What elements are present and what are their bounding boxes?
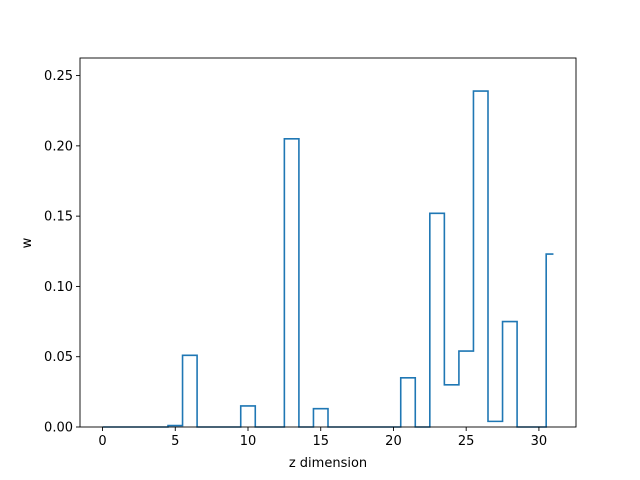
y-tick-label: 0.25 — [44, 69, 73, 84]
x-tick-label: 0 — [98, 434, 106, 449]
y-tick-label: 0.10 — [44, 280, 73, 295]
axes-frame — [79, 57, 577, 428]
x-tick-label: 30 — [531, 434, 548, 449]
x-tick-label: 10 — [240, 434, 257, 449]
axes: 0 5 10 15 20 25 30 0.00 0.05 0.10 0.15 0.20 0.25 — [44, 57, 577, 449]
y-tick-label: 0.15 — [44, 210, 73, 225]
y-tick-label: 0.05 — [44, 350, 73, 365]
x-tick-label: 5 — [171, 434, 179, 449]
x-tick-label: 25 — [458, 434, 475, 449]
y-tick-label: 0.00 — [44, 421, 73, 436]
x-tick-label: 15 — [312, 434, 329, 449]
x-axis-label: z dimension — [289, 456, 367, 471]
x-tick-label: 20 — [385, 434, 402, 449]
y-tick-label: 0.20 — [44, 139, 73, 154]
y-axis-label: w — [20, 237, 35, 248]
